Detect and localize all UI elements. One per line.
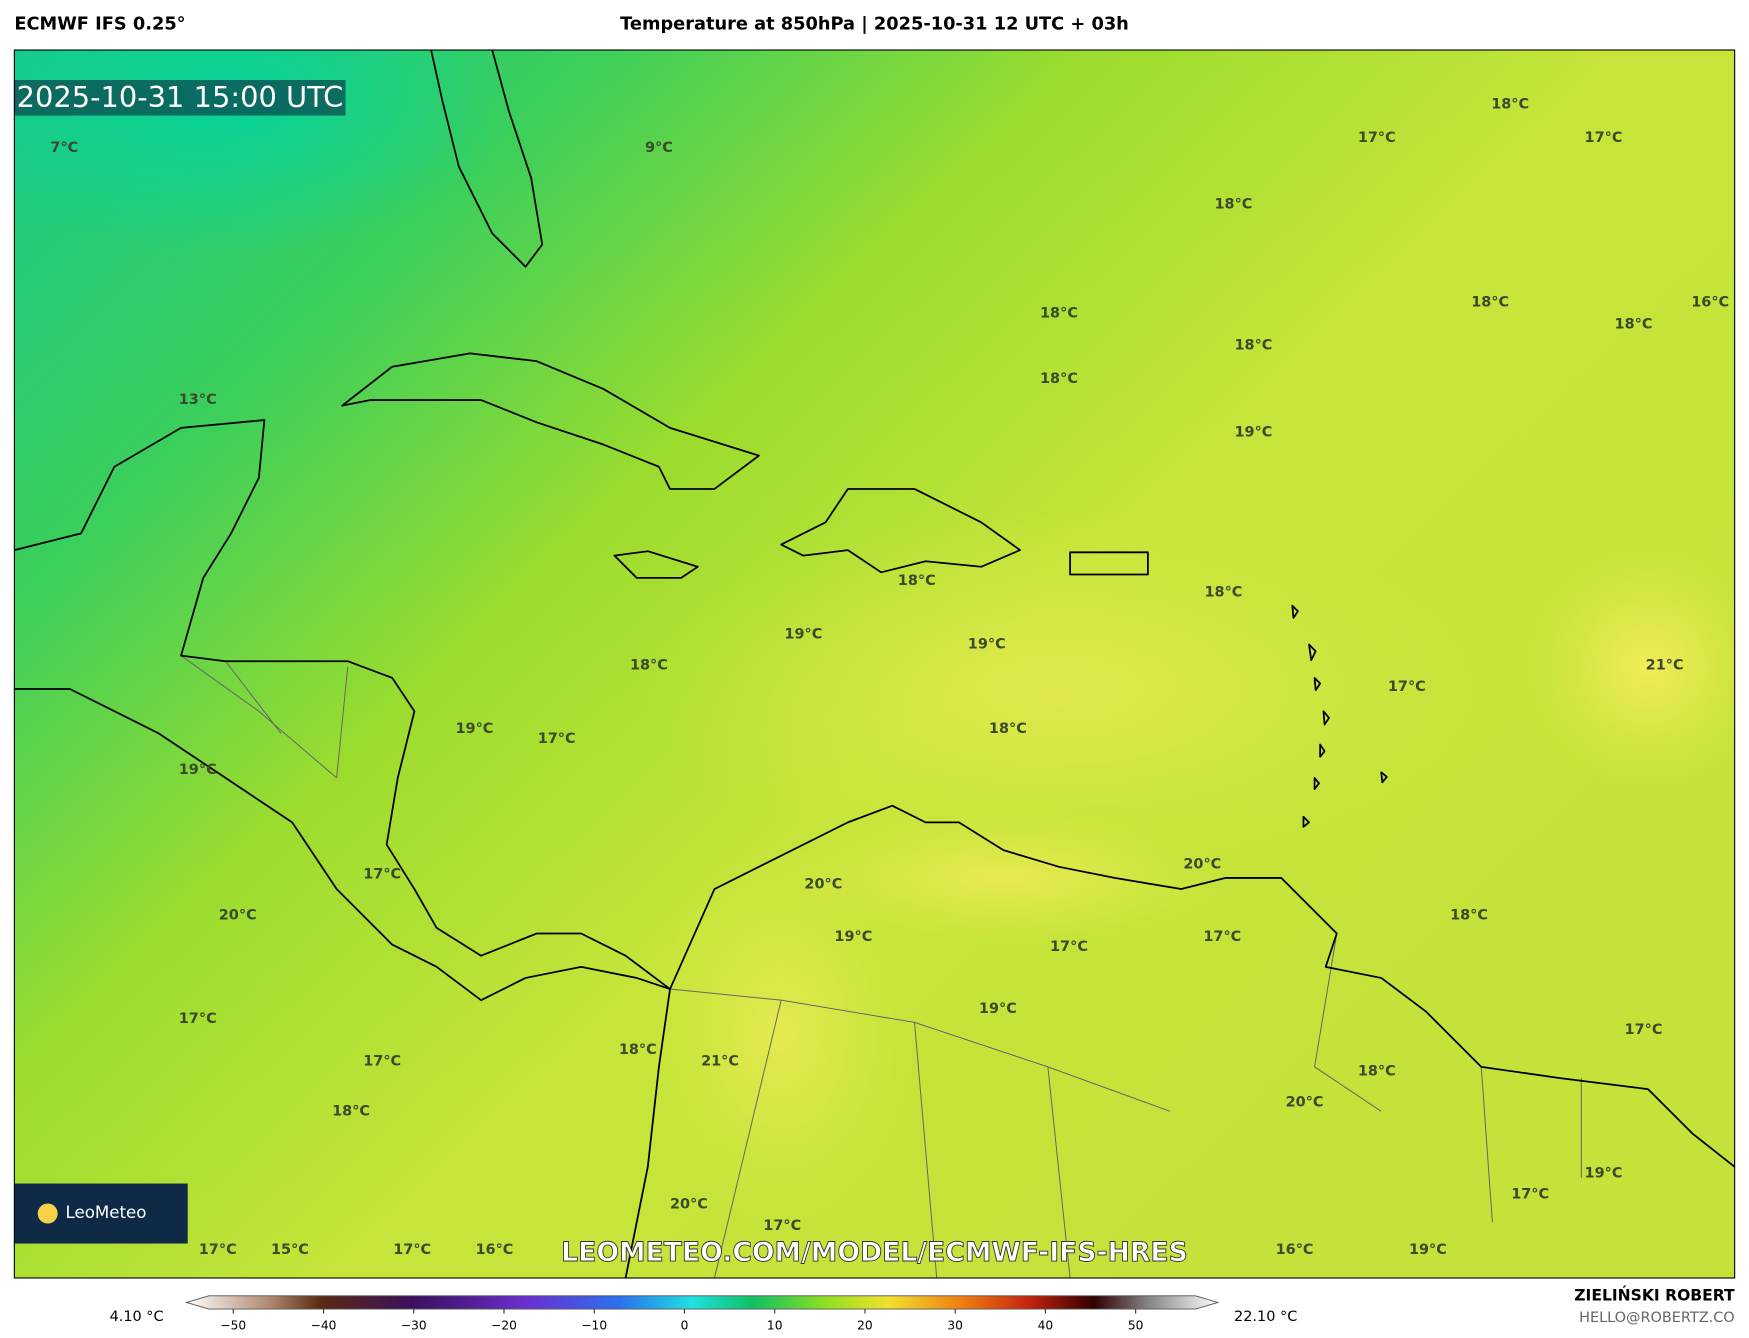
temperature-label: 19°C [784,627,822,643]
warm-area [636,511,1482,867]
timestamp-box [14,80,346,116]
coastline [613,550,1149,579]
tick-label: −10 [581,1318,607,1332]
tick-label: 10 [767,1318,783,1332]
temperature-label: 17°C [1203,929,1241,945]
temperature-label: 17°C [1050,939,1088,955]
temperature-label: 21°C [701,1053,739,1069]
temperature-label: 18°C [898,573,936,589]
temperature-label: 18°C [1040,371,1078,387]
warm-area [781,811,1226,945]
temperature-label: 17°C [393,1242,431,1258]
temperature-label: 18°C [1615,316,1653,332]
temperature-label: 17°C [1388,679,1426,695]
title: Temperature at 850hPa | 2025-10-31 12 UT… [620,13,1129,34]
coastline [14,419,671,1002]
temperature-label: 17°C [1625,1022,1663,1038]
temperature-label: 18°C [1214,196,1252,212]
temperature-label: 18°C [1491,96,1529,112]
temperature-label: 18°C [1358,1063,1396,1079]
islands [1291,604,1388,828]
temperature-label: 19°C [968,637,1006,653]
temperature-label: 17°C [538,731,576,747]
temperature-label: 17°C [199,1242,237,1258]
tick-label: −30 [401,1318,427,1332]
temperature-label: 17°C [763,1218,801,1234]
temperature-label: 18°C [1204,584,1242,600]
temperature-label: 17°C [1358,130,1396,146]
temperature-label: 20°C [1183,857,1221,873]
email: HELLO@ROBERTZ.CO [1579,1310,1735,1326]
tick-label: −50 [220,1318,246,1332]
temperature-label: 15°C [271,1242,309,1258]
tick-label: −40 [311,1318,337,1332]
temperature-label: 17°C [179,1011,217,1027]
coastline [341,352,760,490]
temperature-label: 17°C [363,867,401,883]
timestamp: 2025-10-31 15:00 UTC [17,80,344,114]
temperature-label: 18°C [1040,305,1078,321]
temperature-label: 17°C [1511,1187,1549,1203]
tick-label: 30 [947,1318,963,1332]
coastline [780,488,1021,574]
temperature-label: 17°C [1585,130,1623,146]
logo-sun [37,1203,58,1224]
temperature-label: 18°C [619,1042,657,1058]
temperature-label: 19°C [179,762,217,778]
temperature-label: 18°C [1471,294,1509,310]
temperature-label: 9°C [645,140,673,156]
coastline [624,804,1735,1278]
temperature-labels: 7°C 9°C 13°C 17°C 18°C 17°C 18°C 18°C 18°C 18°C 18… [50,96,1729,1258]
temperature-label: 16°C [475,1242,513,1258]
temperature-label: 7°C [50,140,78,156]
colorbar-max: 22.10 °C [1234,1309,1297,1325]
watermark: LEOMETEO.COM/MODEL/ECMWF-IFS-HRES [561,1237,1188,1268]
temperature-label: 19°C [1234,424,1272,440]
temperature-label: 19°C [979,1001,1017,1017]
tick-label: 20 [857,1318,873,1332]
temperature-label: 20°C [219,908,257,924]
colorbar-ticks: −50 −40 −30 −20 −10 0 10 20 30 40 50 [220,1309,1143,1332]
tick-label: −20 [491,1318,517,1332]
coastline [430,50,544,268]
temperature-label: 18°C [1450,908,1488,924]
temperature-label: 19°C [1585,1166,1623,1182]
temperature-label: 19°C [455,721,493,737]
temperature-label: 19°C [834,929,872,945]
author: ZIELIŃSKI ROBERT [1574,1285,1735,1304]
temperature-label: 19°C [1409,1242,1447,1258]
colorbar [185,1295,1220,1310]
temperature-label: 18°C [332,1103,370,1119]
temperature-label: 18°C [989,721,1027,737]
tick-label: 50 [1128,1318,1144,1332]
borders [180,655,1582,1278]
logo: LeoMeteo [65,1203,146,1222]
temperature-label: 18°C [630,658,668,674]
warm-area [647,844,915,1223]
temperature-label: 16°C [1691,294,1729,310]
warm-area [1525,544,1735,789]
tick-label: 40 [1038,1318,1054,1332]
map-frame [13,49,1736,1279]
temperature-label: 20°C [804,877,842,893]
temperature-label: 18°C [1234,338,1272,354]
map: 2025-10-31 15:00 UTC 7°C 9°C 13°C 17°C 18°C 1… [14,50,1735,1278]
temperature-label: 17°C [363,1053,401,1069]
temperature-label: 16°C [1276,1242,1314,1258]
tick-label: 0 [681,1318,689,1332]
temperature-label: 13°C [179,392,217,408]
temperature-label: 21°C [1646,658,1684,674]
temperature-label: 20°C [1286,1094,1324,1110]
model: ECMWF IFS 0.25° [14,13,185,34]
colorbar-min: 4.10 °C [110,1309,164,1325]
temperature-label: 20°C [670,1197,708,1213]
